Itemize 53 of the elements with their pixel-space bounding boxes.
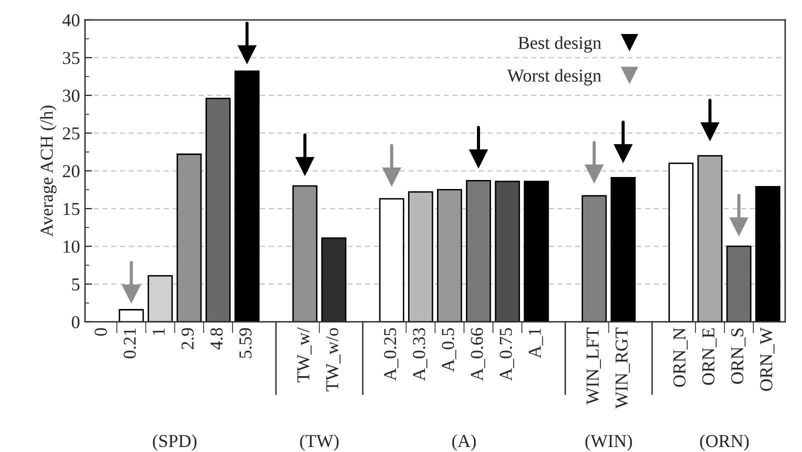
- x-tick-label: WIN_LFT: [586, 328, 601, 405]
- y-tick-label: 35: [62, 52, 80, 64]
- x-tick-label: TW_w/: [297, 327, 312, 382]
- bar: [726, 246, 752, 322]
- x-tick-label: ORN_W: [760, 327, 774, 391]
- text: (TW): [300, 434, 339, 451]
- bar: [206, 98, 231, 322]
- bar: [292, 185, 318, 322]
- y-tick-label: 20: [62, 165, 80, 178]
- bar: [118, 309, 144, 322]
- bar: [176, 154, 202, 322]
- y-tick-label: 15: [64, 202, 80, 216]
- x-tick-label: ORN_S: [731, 328, 746, 384]
- x-tick-label: TW_w/o: [326, 328, 340, 392]
- text: (WIN): [585, 434, 632, 451]
- x-tick-label: A_0.5: [442, 328, 456, 372]
- bar: [610, 176, 636, 322]
- x-tick-label: 1: [152, 328, 165, 335]
- y-tick-label: 30: [62, 90, 80, 102]
- bar: [379, 198, 404, 322]
- x-tick-label: A_0.33: [412, 328, 428, 381]
- legend-label: Best design: [518, 36, 602, 53]
- text: (ORN): [700, 434, 749, 451]
- y-tick-label: 10: [64, 240, 80, 253]
- bar: [697, 155, 722, 322]
- y-tick-label: 5: [72, 278, 80, 291]
- bar: [408, 191, 434, 322]
- bar: [234, 70, 260, 322]
- y-tick-label: 40: [62, 14, 80, 26]
- x-tick-label: ORN_E: [702, 328, 717, 385]
- text: (A): [452, 434, 476, 451]
- bar: [668, 162, 694, 322]
- x-tick-label: 0: [94, 328, 107, 336]
- x-tick-label: 4.8: [210, 328, 223, 350]
- x-tick-label: A_0.66: [470, 328, 486, 381]
- y-tick-label: 25: [62, 127, 80, 140]
- bar: [755, 186, 780, 322]
- x-tick-label: 0.21: [124, 328, 136, 358]
- x-tick-label: 5.59: [239, 328, 252, 358]
- bar: [524, 180, 549, 322]
- bar: [436, 189, 462, 322]
- x-tick-label: A_0.25: [384, 328, 398, 381]
- x-tick-label: A_1: [528, 328, 544, 358]
- x-tick-label: WIN_RGT: [616, 328, 630, 409]
- x-tick-label: 2.9: [182, 328, 194, 350]
- bar: [582, 195, 607, 322]
- legend-label: Worst design: [507, 69, 602, 86]
- x-tick-label: A_0.75: [500, 328, 514, 381]
- bar: [466, 180, 492, 322]
- bar: [494, 180, 520, 322]
- y-axis-title: Average ACH (/h): [40, 106, 57, 237]
- text: (SPD): [152, 434, 196, 451]
- x-tick-label: ORN_N: [673, 328, 688, 387]
